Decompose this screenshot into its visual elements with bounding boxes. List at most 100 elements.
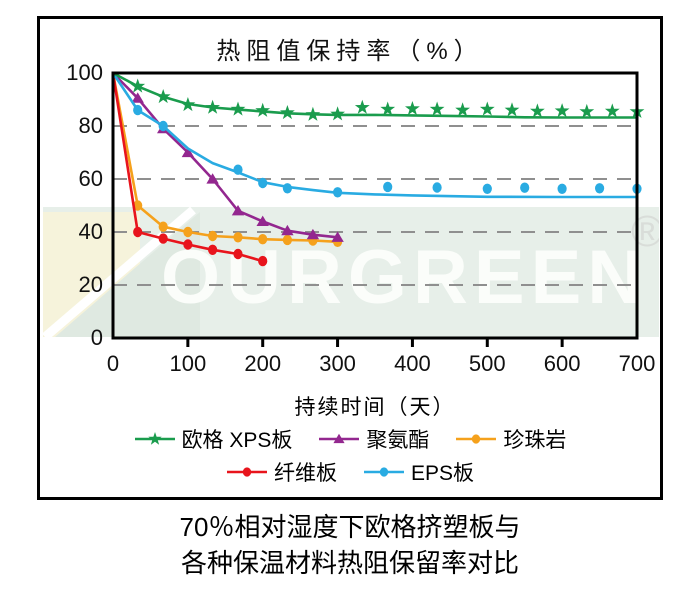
legend-item-fiber: 纤维板 [226, 457, 337, 487]
circle-marker-icon [233, 248, 243, 260]
triangle-marker-icon [256, 215, 269, 226]
triangle-marker-icon [231, 205, 245, 216]
circle-marker-icon [133, 104, 143, 116]
legend: 欧格 XPS板 聚氨酯 珍珠岩纤维板 EPS板 [40, 424, 660, 487]
x-tick-label-500: 500 [469, 351, 506, 376]
star-marker-icon [429, 101, 445, 116]
star-marker-icon [230, 101, 246, 116]
star-marker-icon [479, 101, 495, 116]
triangle-marker-icon [206, 173, 219, 184]
legend-item-perlite: 珍珠岩 [455, 424, 566, 454]
watermark-text: OURGREEN [161, 235, 648, 320]
star-marker-icon [530, 103, 545, 118]
circle-marker-icon [258, 255, 268, 267]
star-marker-icon [147, 432, 162, 445]
gridlines [113, 125, 637, 286]
star-marker-icon [180, 97, 196, 112]
circle-marker-icon [242, 467, 252, 477]
circle-marker-icon [183, 226, 193, 238]
triangle-marker-icon [131, 92, 144, 103]
legend-row-1: 欧格 XPS板 聚氨酯 珍珠岩 [134, 424, 566, 454]
series-markers-xps [130, 78, 645, 121]
legend-item-xps: 欧格 XPS板 [134, 424, 293, 454]
legend-marker-eps [363, 467, 404, 477]
star-marker-icon [579, 103, 595, 118]
caption-line-2: 各种保温材料热阻保留率对比 [180, 548, 519, 578]
legend-label-fiber: 纤维板 [273, 462, 337, 485]
circle-marker-icon [233, 232, 243, 243]
series-markers-fiber [133, 226, 268, 267]
star-marker-icon [305, 106, 321, 121]
y-tick-label-100: 100 [66, 60, 103, 85]
legend-label-pu: 聚氨酯 [366, 429, 430, 452]
star-marker-icon [354, 99, 370, 114]
legend-item-eps: EPS板 [363, 457, 474, 487]
y-tick-label-0: 0 [91, 325, 103, 350]
star-marker-icon [405, 101, 420, 116]
circle-marker-icon [432, 182, 442, 193]
circle-marker-icon [258, 177, 268, 189]
star-marker-icon [130, 78, 146, 93]
series-layer [111, 71, 645, 267]
y-tick-label-60: 60 [79, 166, 103, 191]
x-tick-label-600: 600 [544, 351, 581, 376]
circle-marker-icon [158, 233, 168, 244]
star-marker-icon [330, 106, 345, 121]
legend-marker-xps [134, 432, 175, 445]
chart-title: 热阻值保持率（%） [216, 38, 484, 65]
x-tick-label-200: 200 [244, 351, 281, 376]
x-tick-label-0: 0 [107, 351, 119, 376]
legend-marker-fiber [226, 467, 267, 477]
circle-marker-icon [208, 244, 218, 255]
caption-line-1: 70％相对湿度下欧格挤塑板与 [179, 512, 521, 542]
triangle-marker-icon [281, 224, 294, 236]
star-marker-icon [504, 102, 520, 117]
circle-marker-icon [482, 183, 492, 194]
circle-marker-icon [133, 200, 143, 211]
y-tick-label-80: 80 [79, 113, 103, 138]
series-line-pu [111, 71, 339, 239]
circle-marker-icon [595, 183, 605, 194]
legend-label-eps: EPS板 [410, 462, 475, 485]
circle-marker-icon [133, 226, 143, 238]
circle-marker-icon [520, 182, 530, 193]
legend-label-xps: 欧格 XPS板 [181, 429, 293, 452]
circle-marker-icon [557, 183, 567, 194]
x-tick-label-100: 100 [169, 351, 206, 376]
legend-row-2: 纤维板 EPS板 [226, 457, 474, 487]
circle-marker-icon [472, 434, 481, 444]
axes [111, 71, 639, 347]
x-axis-label: 持续时间（天） [294, 396, 456, 419]
circle-marker-icon [158, 120, 168, 132]
star-marker-icon [255, 102, 271, 117]
circle-marker-icon [379, 467, 389, 477]
star-marker-icon [155, 89, 171, 104]
triangle-marker-icon [181, 146, 195, 158]
series-line-perlite [111, 71, 339, 244]
circle-marker-icon [383, 181, 393, 193]
circle-marker-icon [233, 164, 243, 175]
triangle-marker-icon [333, 433, 346, 444]
y-tick-label-40: 40 [79, 219, 103, 244]
triangle-marker-icon [331, 231, 344, 242]
circle-marker-icon [158, 221, 168, 232]
circle-marker-icon [282, 183, 292, 194]
triangle-marker-icon [306, 228, 320, 240]
star-marker-icon [554, 103, 570, 118]
star-marker-icon [380, 101, 396, 116]
circle-marker-icon [183, 239, 193, 250]
circle-marker-icon [333, 187, 343, 198]
circle-marker-icon [282, 234, 292, 246]
circle-marker-icon [208, 230, 218, 242]
x-tick-label-400: 400 [394, 351, 431, 376]
chart-figure: 热阻值保持率（%） OURGREEN ® 0 100 200 300 400 500 600… [37, 16, 663, 500]
plot-border [111, 71, 639, 340]
star-marker-icon [280, 105, 295, 120]
legend-marker-perlite [456, 434, 497, 444]
star-marker-icon [205, 99, 220, 114]
legend-label-perlite: 珍珠岩 [503, 429, 567, 452]
x-tick-label-700: 700 [619, 351, 656, 376]
